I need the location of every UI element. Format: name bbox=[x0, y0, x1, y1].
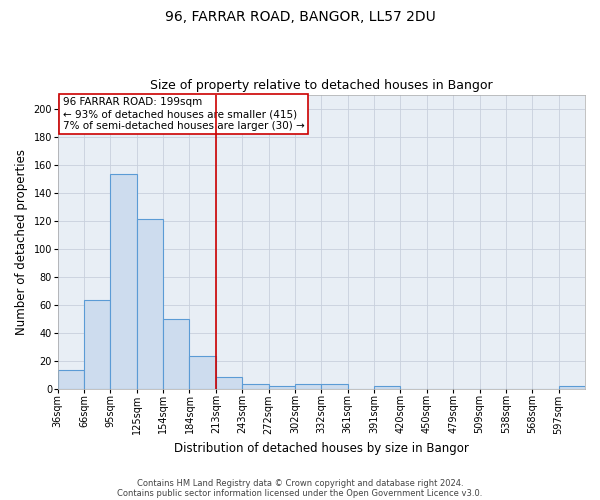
Bar bbox=[84, 300, 110, 388]
Bar bbox=[322, 384, 347, 388]
Title: Size of property relative to detached houses in Bangor: Size of property relative to detached ho… bbox=[150, 79, 493, 92]
Text: 96, FARRAR ROAD, BANGOR, LL57 2DU: 96, FARRAR ROAD, BANGOR, LL57 2DU bbox=[164, 10, 436, 24]
X-axis label: Distribution of detached houses by size in Bangor: Distribution of detached houses by size … bbox=[174, 442, 469, 455]
Bar bbox=[559, 386, 585, 388]
Bar bbox=[58, 370, 84, 388]
Bar bbox=[295, 384, 322, 388]
Bar bbox=[110, 174, 137, 388]
Bar bbox=[269, 386, 295, 388]
Text: 96 FARRAR ROAD: 199sqm
← 93% of detached houses are smaller (415)
7% of semi-det: 96 FARRAR ROAD: 199sqm ← 93% of detached… bbox=[63, 98, 305, 130]
Text: Contains public sector information licensed under the Open Government Licence v3: Contains public sector information licen… bbox=[118, 488, 482, 498]
Bar bbox=[137, 219, 163, 388]
Text: Contains HM Land Registry data © Crown copyright and database right 2024.: Contains HM Land Registry data © Crown c… bbox=[137, 478, 463, 488]
Bar bbox=[163, 318, 190, 388]
Bar bbox=[216, 378, 242, 388]
Bar bbox=[190, 356, 216, 388]
Y-axis label: Number of detached properties: Number of detached properties bbox=[15, 148, 28, 334]
Bar bbox=[242, 384, 269, 388]
Bar bbox=[374, 386, 400, 388]
